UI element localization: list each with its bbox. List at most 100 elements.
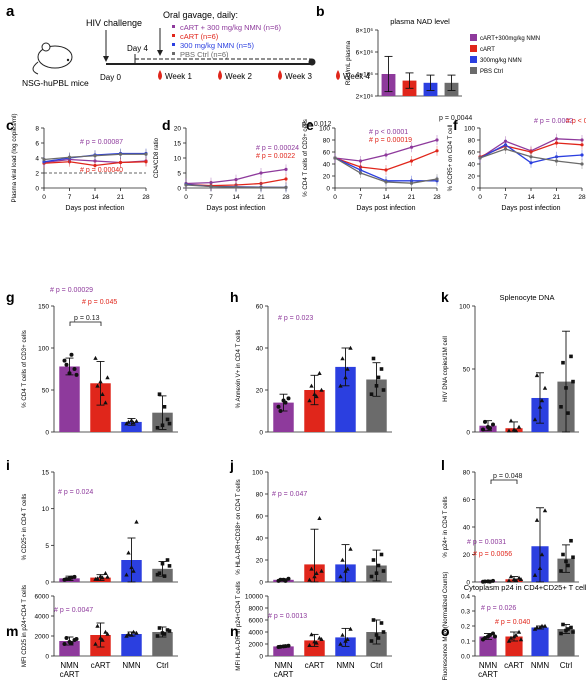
p-value-annotation: # p = 0.00087 — [80, 139, 123, 146]
data-point — [564, 628, 568, 633]
p-value-annotation: # p = 0.024 — [58, 489, 93, 496]
bar — [531, 627, 549, 656]
y-tick-label: 0 — [35, 186, 39, 193]
x-category-label: NMN — [479, 661, 497, 670]
blood-drop-icon — [336, 70, 340, 80]
x-category-label: Ctrl — [560, 661, 573, 670]
x-category-label: Ctrl — [156, 661, 169, 670]
data-point — [369, 392, 374, 396]
data-point — [167, 629, 172, 633]
y-tick-label: 8 — [35, 126, 39, 133]
y-tick-label: 4000 — [35, 614, 50, 621]
y-tick-label: 0 — [259, 654, 263, 661]
data-point — [165, 558, 170, 562]
y-tick-label: 20 — [468, 174, 476, 181]
x-tick-label: 28 — [433, 194, 441, 201]
day0-label: Day 0 — [100, 73, 121, 82]
y-tick-label: 0.1 — [461, 639, 470, 646]
data-point — [488, 579, 492, 584]
panel-letter-l: l — [441, 457, 445, 473]
data-point — [162, 405, 167, 409]
bar — [335, 366, 356, 432]
data-point — [491, 631, 495, 636]
panel-letter-k: k — [441, 289, 449, 305]
panel-l: l 0 20 40 60 80 % p24+ in CD4 T cells # p = 0.0… — [441, 457, 579, 587]
data-point — [167, 421, 172, 426]
p-value-annotation: # p = 0.00024 — [256, 145, 299, 152]
x-category-label: NMN — [274, 661, 292, 670]
gavage-groups-legend: cART + 300 mg/kg NMN (n=6)cART (n=6)300 … — [172, 23, 282, 59]
x-category-label: NMN — [122, 661, 140, 670]
y-tick-label: 10000 — [245, 594, 263, 601]
y-axis-label: % p24+ in CD4 T cells — [442, 496, 449, 557]
data-point — [381, 630, 386, 634]
data-point — [105, 375, 110, 380]
bar — [121, 421, 142, 432]
x-category-label: cART — [305, 661, 325, 670]
data-point — [319, 637, 324, 641]
data-point — [312, 392, 317, 396]
y-tick-label: 8000 — [249, 606, 264, 613]
y-tick-label: 100 — [38, 346, 49, 353]
data-point — [506, 578, 512, 583]
data-point — [542, 508, 548, 513]
data-point — [481, 427, 485, 432]
mouse-label: NSG-huPBL mice — [22, 78, 89, 88]
data-point — [340, 632, 345, 637]
data-point — [64, 636, 69, 640]
data-point — [537, 404, 543, 409]
legend-label: cART — [480, 47, 495, 53]
panel-letter-o: o — [441, 623, 450, 639]
y-tick-label: 100 — [459, 304, 470, 311]
data-point — [98, 573, 103, 578]
y-tick-label: 60 — [323, 150, 331, 157]
data-point — [157, 571, 162, 575]
data-point — [348, 345, 353, 350]
data-point — [542, 385, 548, 390]
x-category-label: NMN — [60, 661, 78, 670]
data-point — [100, 392, 105, 396]
data-point — [539, 398, 545, 403]
data-point — [286, 396, 291, 401]
y-tick-label: 100 — [252, 470, 263, 477]
y-tick-label: 5 — [177, 171, 181, 178]
p-value-annotation: # p < 0.0001 — [369, 129, 408, 136]
y-tick-label: 0.0 — [461, 654, 470, 661]
data-point — [100, 575, 105, 580]
p-value-annotation: # p = 0.0056 — [473, 551, 512, 558]
x-tick-label: 14 — [91, 194, 99, 201]
y-tick-label: 6×10⁶ — [356, 50, 374, 57]
legend-marker — [172, 43, 175, 46]
panel-e: e 0 20 40 60 80 100 % CD4 T cells of CD3+ cells… — [302, 115, 472, 212]
y-tick-label: 0.4 — [461, 594, 470, 601]
y-tick-label: 0 — [45, 430, 49, 437]
y-tick-label: 4×10⁶ — [356, 72, 374, 79]
blood-drop-icon — [278, 70, 282, 80]
data-point — [516, 629, 522, 634]
p-value-annotation: # p < 0.0001 — [566, 118, 586, 125]
data-point — [483, 636, 487, 640]
data-point — [314, 640, 319, 645]
data-point — [571, 555, 575, 560]
y-tick-label: 0 — [466, 580, 470, 587]
data-point — [69, 352, 74, 357]
y-tick-label: 20 — [463, 552, 471, 559]
panel-o: o Cytoplasm p24 in CD4+CD25+ T cells 0.0 0.… — [441, 571, 586, 680]
blood-drop-icon — [218, 70, 222, 80]
data-point — [74, 372, 79, 377]
gavage-title: Oral gavage, daily: — [163, 10, 238, 20]
data-point — [534, 373, 540, 378]
data-point — [157, 392, 162, 396]
data-point — [307, 643, 312, 647]
legend-swatch — [470, 34, 477, 41]
panel-a-timeline: a NSG-huPBL mice HIV challenge Day 4 Day… — [6, 3, 371, 88]
data-point — [317, 516, 322, 520]
p-value-annotation: # p = 0.00029 — [50, 287, 93, 294]
panel-f: f 0 20 40 60 80 100 % CCR5+ on CD4 T cell 0 7 14 21… — [447, 117, 586, 212]
data-point — [155, 634, 160, 638]
data-point — [566, 627, 570, 631]
data-point — [278, 644, 283, 649]
data-point — [508, 418, 514, 423]
data-point — [532, 417, 538, 422]
